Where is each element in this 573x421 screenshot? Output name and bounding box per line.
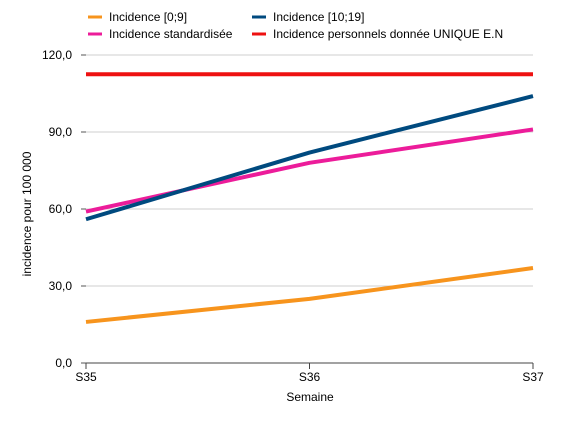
legend-label: Incidence [0;9] [109,10,187,24]
y-tick-label: 120,0 [42,48,72,62]
series-line [85,266,534,324]
y-tick-label: 30,0 [49,279,73,293]
series-lines [85,72,534,324]
x-axis-title: Semaine [286,390,334,404]
y-axis-title: incidence pour 100 000 [20,151,34,276]
gridlines [86,54,533,287]
legend-label: Incidence personnels donnée UNIQUE E.N [273,27,503,41]
y-tick-label: 60,0 [49,202,73,216]
y-tick-label: 0,0 [55,356,72,370]
legend: Incidence [0;9] Incidence [10;19] Incidenc… [88,10,503,41]
x-tick-label: S37 [522,370,544,384]
y-tick-label: 90,0 [49,125,73,139]
x-tick-label: S36 [299,370,321,384]
legend-label: Incidence standardisée [109,27,233,41]
legend-label: Incidence [10;19] [273,10,364,24]
series-line [85,94,534,222]
axis-labels: Semaine incidence pour 100 000 [20,151,334,404]
x-tick-label: S35 [75,370,97,384]
axes: 0,0 30,0 60,0 90,0 120,0 S35 S36 S37 [42,48,544,384]
